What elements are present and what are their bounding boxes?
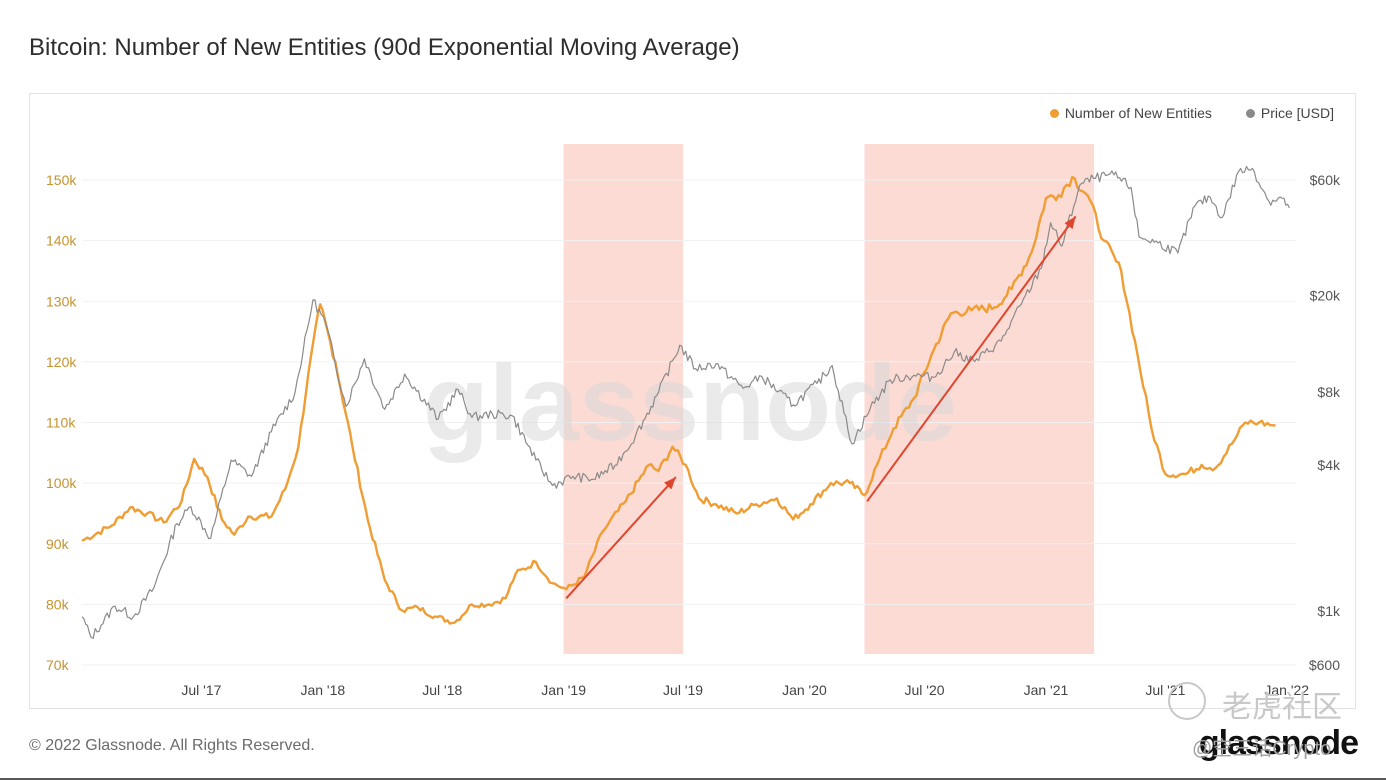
y-left-tick-label: 140k (46, 233, 77, 249)
y-left-tick-label: 130k (46, 293, 77, 309)
y-right-tick-label: $1k (1317, 603, 1341, 619)
y-right-tick-label: $60k (1310, 172, 1341, 188)
x-tick-label: Jan '19 (541, 682, 586, 698)
x-tick-label: Jul '18 (422, 682, 462, 698)
x-tick-label: Jan '20 (782, 682, 827, 698)
legend-item-price[interactable]: Price [USD] (1245, 105, 1334, 121)
x-tick-label: Jan '21 (1024, 682, 1069, 698)
trend-arrow-1-head (664, 477, 676, 490)
y-left-tick-label: 110k (46, 415, 76, 431)
y-left-tick-label: 120k (46, 354, 77, 370)
community-watermark: 老虎社区 (1222, 691, 1342, 724)
copyright-text: © 2022 Glassnode. All Rights Reserved. (29, 737, 315, 754)
y-right-tick-label: $20k (1310, 288, 1341, 304)
legend-label-entities: Number of New Entities (1064, 105, 1212, 121)
y-axis-left: 150k 140k 130k 120k 110k 100k 90k 80k 70k (46, 172, 77, 673)
series-lines (81, 165, 1290, 639)
x-tick-label: Jul '19 (663, 682, 703, 698)
legend-swatch-entities (1049, 108, 1059, 118)
y-left-tick-label: 90k (46, 536, 70, 552)
highlight-region-2 (864, 144, 1095, 654)
x-tick-label: Jul '20 (905, 682, 945, 698)
highlight-region-1 (563, 144, 684, 654)
community-logo-icon (1168, 682, 1206, 720)
trend-arrows (565, 215, 1077, 599)
y-left-tick-label: 100k (46, 475, 77, 491)
y-left-tick-label: 150k (46, 172, 77, 188)
y-right-tick-label: $8k (1317, 384, 1341, 400)
new-entities-line (81, 175, 1276, 625)
grid-lines (82, 179, 1296, 666)
y-left-tick-label: 70k (46, 657, 70, 673)
legend-label-price: Price [USD] (1260, 105, 1334, 121)
legend-item-entities[interactable]: Number of New Entities (1049, 105, 1212, 121)
x-axis: Jul '17 Jan '18 Jul '18 Jan '19 Jul '19 Jan '… (181, 682, 1309, 698)
chart-title: Bitcoin: Number of New Entities (90d Exp… (29, 34, 740, 61)
y-right-tick-label: $600 (1309, 657, 1340, 673)
price-line (81, 165, 1290, 639)
y-left-tick-label: 80k (46, 596, 70, 612)
trend-arrow-2-shaft (866, 215, 1077, 502)
legend-swatch-price (1245, 108, 1255, 118)
x-tick-label: Jan '22 (1264, 682, 1309, 698)
highlight-regions (563, 144, 1095, 654)
chart-svg: glassnode 150k 140k 130k 120k 110k 100k 90k 80k… (46, 144, 1341, 698)
trend-arrow-1-shaft (565, 476, 677, 599)
chart-panel (29, 93, 1356, 709)
glassnode-logo: glassnode (1198, 724, 1359, 762)
x-tick-label: Jul '17 (181, 682, 221, 698)
y-axis-right: $60k $20k $8k $4k $1k $600 (1309, 172, 1341, 673)
trend-arrow-2-head (1064, 216, 1076, 230)
legend: Number of New Entities Price [USD] (1049, 105, 1334, 121)
author-watermark: @空三话Crypto (1192, 738, 1332, 760)
chart-watermark: glassnode (423, 342, 957, 463)
x-tick-label: Jan '18 (300, 682, 345, 698)
y-right-tick-label: $4k (1317, 457, 1341, 473)
